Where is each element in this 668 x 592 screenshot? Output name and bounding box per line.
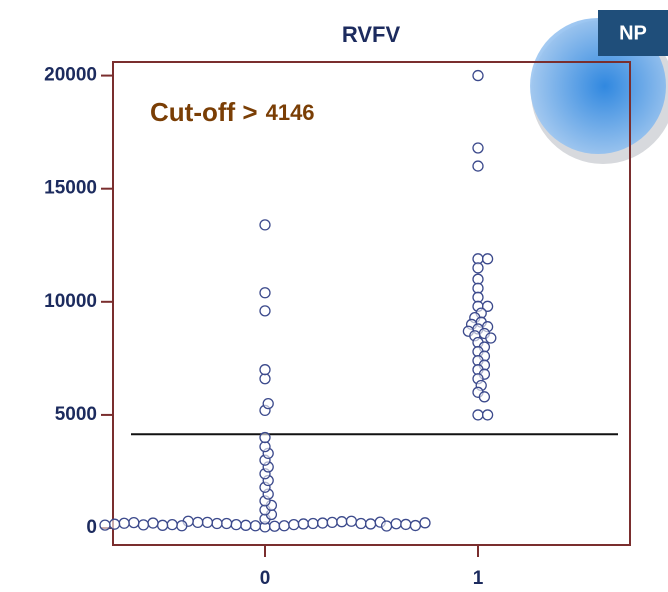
data-point	[419, 517, 431, 529]
y-tick-label: 5000	[55, 404, 97, 425]
data-point	[297, 518, 310, 530]
data-point	[118, 517, 130, 529]
data-point	[400, 518, 412, 531]
data-point	[128, 516, 140, 529]
data-point	[307, 517, 319, 530]
cutoff-value: 4146	[266, 100, 315, 125]
data-point	[176, 520, 188, 532]
data-point	[259, 287, 271, 299]
data-point	[481, 300, 494, 312]
data-point	[481, 409, 494, 421]
data-point	[472, 69, 484, 82]
plot-frame	[112, 61, 631, 546]
data-point	[472, 409, 484, 421]
data-point	[220, 517, 233, 530]
data-point	[485, 332, 497, 344]
badge-box	[598, 10, 668, 56]
data-point	[278, 520, 290, 532]
data-point	[345, 515, 358, 527]
data-point	[390, 518, 402, 530]
data-point	[472, 142, 484, 154]
data-point	[108, 518, 121, 530]
y-tick-label: 20000	[44, 65, 97, 86]
data-point	[259, 219, 271, 231]
data-point	[380, 520, 393, 532]
data-point	[336, 516, 348, 528]
data-point	[166, 518, 178, 531]
data-point	[240, 519, 252, 531]
data-point	[326, 516, 338, 529]
y-tick-label: 10000	[44, 291, 97, 312]
data-point	[364, 518, 377, 530]
cutoff-annotation: Cut-off > 4146	[150, 97, 315, 127]
data-point	[478, 391, 491, 403]
x-tick-label: 1	[473, 568, 484, 589]
y-tick-label: 0	[86, 517, 97, 538]
chart-title: RVFV	[342, 22, 401, 47]
data-point	[99, 519, 111, 531]
data-point	[259, 431, 271, 444]
data-point	[137, 519, 150, 531]
data-point	[201, 516, 214, 529]
data-point	[259, 364, 271, 376]
data-point	[355, 517, 367, 530]
data-point	[472, 160, 484, 172]
data-point	[262, 397, 274, 410]
data-point	[230, 518, 242, 531]
data-point	[156, 519, 169, 531]
data-point	[316, 517, 329, 529]
data-point	[472, 262, 484, 274]
data-point	[192, 516, 204, 529]
x-tick-label: 0	[260, 568, 271, 589]
data-point	[481, 253, 494, 265]
data-point	[249, 520, 262, 532]
data-point	[268, 520, 281, 532]
y-tick-label: 15000	[44, 178, 97, 199]
data-point	[211, 517, 223, 530]
cutoff-label: Cut-off >	[150, 97, 258, 127]
data-point	[147, 517, 159, 529]
badge-text: NP	[619, 22, 647, 44]
data-point	[288, 518, 300, 531]
data-point	[409, 519, 422, 532]
data-point	[259, 305, 271, 317]
